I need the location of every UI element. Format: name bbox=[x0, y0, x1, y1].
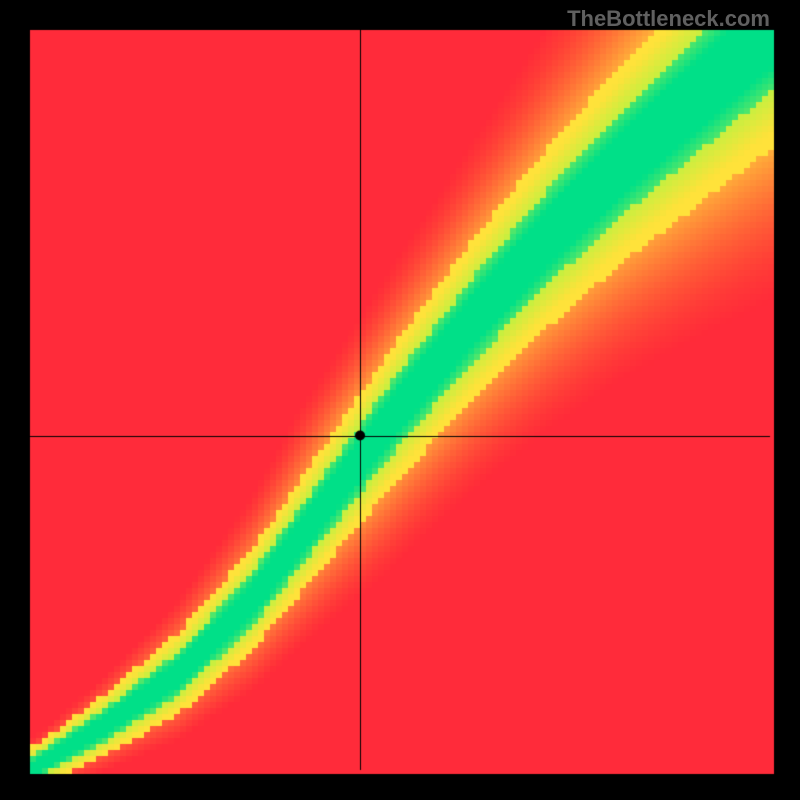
watermark-text: TheBottleneck.com bbox=[567, 6, 770, 32]
bottleneck-heatmap-canvas bbox=[0, 0, 800, 800]
chart-container: TheBottleneck.com bbox=[0, 0, 800, 800]
